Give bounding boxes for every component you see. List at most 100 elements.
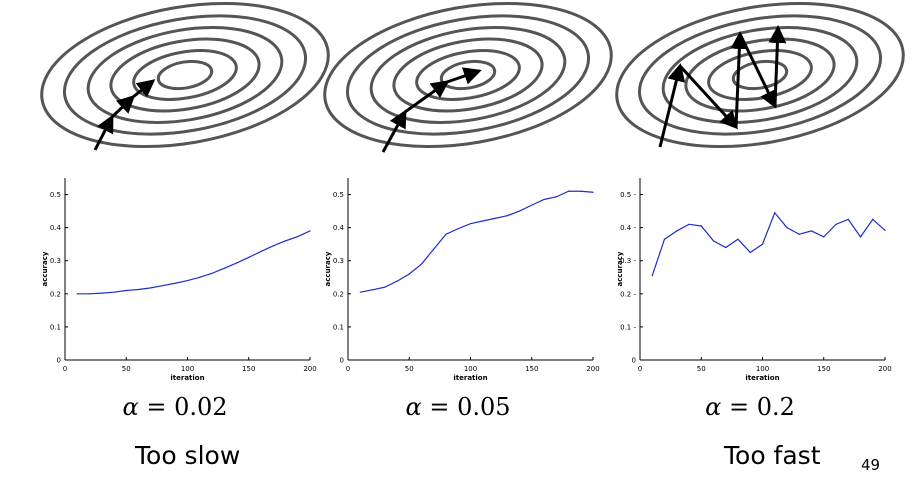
y-tick-label: 0 [632, 357, 636, 365]
contour-ring [345, 14, 591, 136]
gradient-step-arrow [446, 67, 482, 85]
data-point [651, 275, 653, 277]
alpha-symbol: α [122, 393, 139, 421]
data-point [162, 284, 164, 287]
y-tick-label: 0 [57, 357, 61, 365]
alpha-value: = 0.2 [728, 393, 795, 421]
contour-ring [369, 26, 567, 124]
data-point [384, 286, 386, 288]
data-point [810, 230, 813, 232]
y-tick-label: 0.3 [333, 257, 344, 265]
data-point [433, 248, 435, 250]
data-point [592, 191, 594, 193]
data-point [199, 276, 201, 278]
y-tick-label: 0.4 [50, 224, 62, 232]
contour-plot-fast [615, 1, 905, 149]
accuracy-series-line [360, 190, 594, 293]
y-tick-label: 0.1 - [620, 323, 636, 331]
x-tick-label: 200 [586, 365, 599, 373]
gradient-path [381, 67, 482, 153]
gradient-step-arrow [730, 31, 749, 128]
y-tick-label: 0.2 [333, 290, 344, 298]
data-point [663, 238, 666, 240]
x-tick-label: 50 [405, 365, 414, 373]
y-tick-label: 0.5 [333, 191, 344, 199]
x-tick-label: 0 [638, 365, 642, 373]
panel-medium: 0 50 100 150 200 0 0.1 0.2 0.3 0.4 0.5 iteration acc… [313, 0, 613, 421]
data-point [469, 223, 472, 225]
data-point [88, 293, 91, 295]
alpha-symbol: α [705, 393, 722, 421]
learning-rate-label-slow: α = 0.02 [30, 393, 320, 421]
x-tick-label: 50 [122, 365, 131, 373]
x-tick-label: 150 [242, 365, 255, 373]
y-tick-label: 0.3 [50, 257, 61, 265]
contour-ring [40, 1, 330, 149]
gradient-step-arrow [738, 33, 777, 109]
data-point [847, 218, 849, 220]
alpha-value: = 0.05 [429, 393, 511, 421]
data-point [445, 233, 447, 235]
contour-ring [132, 49, 238, 101]
data-point [113, 291, 115, 293]
data-point [518, 210, 521, 212]
data-point [309, 230, 311, 232]
data-point [700, 225, 702, 227]
x-tick-label: 0 [63, 365, 67, 373]
accuracy-series-line [651, 211, 886, 276]
gradient-step-arrow [93, 114, 114, 151]
y-tick-label: 0.2 [50, 290, 61, 298]
data-point [260, 250, 262, 253]
data-point [531, 204, 533, 206]
gradient-path [658, 25, 787, 148]
alpha-symbol: α [405, 393, 422, 421]
y-tick-label: 0.4 - [620, 224, 636, 232]
panel-fast: 0 50 100 150 200 0 0.1 - 0.2 - 0.3 - 0.4 - 0.5 - it… [605, 0, 905, 421]
x-tick-label: 200 [878, 365, 891, 373]
data-point [359, 291, 361, 293]
data-point [884, 229, 886, 231]
data-point [223, 267, 225, 269]
data-point [712, 240, 715, 242]
data-point [688, 223, 690, 225]
data-point [420, 263, 423, 265]
data-point [835, 223, 837, 225]
data-point [543, 198, 545, 201]
data-point [494, 217, 496, 219]
learning-rate-label-medium: α = 0.05 [313, 393, 603, 421]
data-point [235, 262, 238, 264]
y-axis-label: accuracy [41, 251, 49, 286]
data-point [186, 279, 189, 282]
contour-plot-medium [323, 1, 613, 153]
data-point [737, 238, 739, 240]
contour-ring [615, 1, 905, 149]
y-axis-label: accuracy [616, 251, 624, 286]
x-tick-label: 150 [817, 365, 830, 373]
panel-slow: 0 50 100 150 200 0 0.1 0.2 0.3 0.4 0.5 iteration acc… [30, 0, 330, 421]
data-point [174, 282, 176, 284]
accuracy-series-line [77, 230, 311, 295]
data-point [872, 218, 874, 220]
data-point [211, 272, 213, 274]
x-tick-label: 100 [464, 365, 477, 373]
contour-ring [109, 37, 261, 113]
gradient-step-arrow [110, 94, 136, 119]
data-point [786, 227, 788, 229]
data-point [76, 293, 78, 295]
y-tick-label: 0.5 - [620, 191, 636, 199]
learning-rate-label-fast: α = 0.2 [605, 393, 895, 421]
alpha-value: = 0.02 [146, 393, 228, 421]
y-axis-label: accuracy [324, 251, 332, 286]
data-point [101, 292, 103, 294]
data-point [506, 215, 508, 217]
data-point [567, 190, 570, 192]
data-point [823, 236, 825, 238]
contour-plot-slow [40, 1, 330, 151]
data-point [284, 240, 287, 242]
x-tick-label: 100 [756, 365, 769, 373]
data-point [774, 212, 776, 214]
data-point [761, 243, 764, 245]
data-point [137, 288, 140, 291]
contour-ring [415, 49, 521, 101]
note-too-fast: Too fast [724, 441, 821, 470]
